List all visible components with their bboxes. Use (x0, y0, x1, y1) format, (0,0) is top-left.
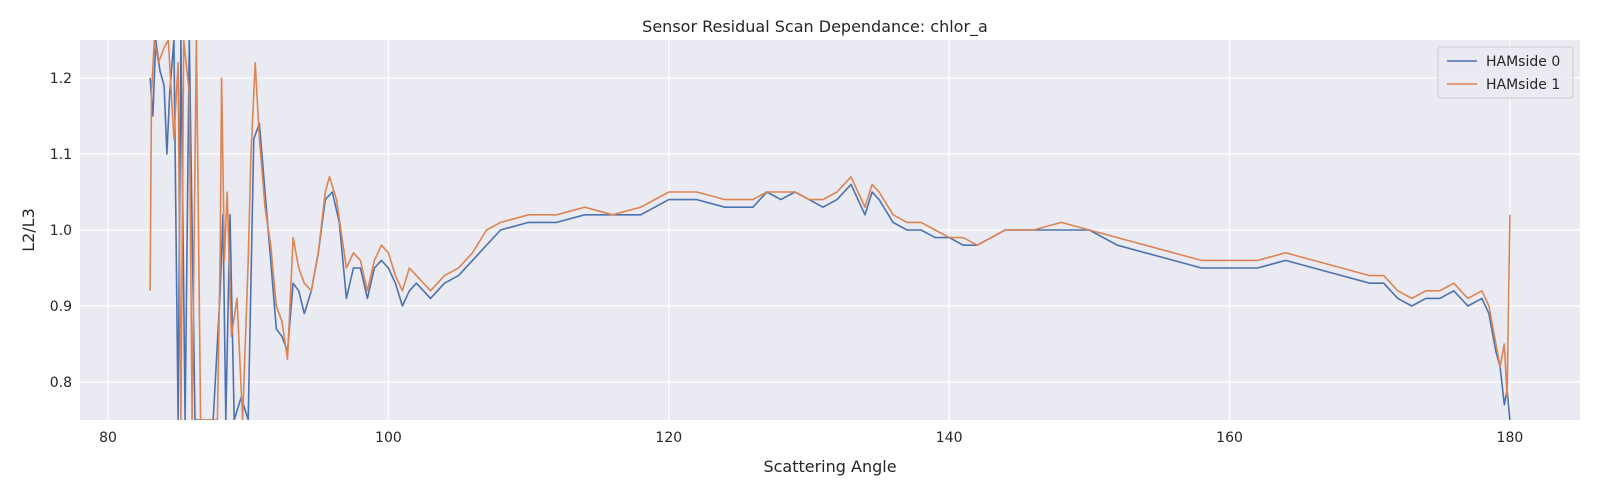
y-axis-ticks: 0.8 0.9 1.0 1.1 1.2 (50, 71, 72, 391)
x-tick-label: 100 (375, 430, 402, 446)
y-tick-label: 1.0 (50, 223, 72, 239)
legend: HAMside 0 HAMside 1 (1437, 46, 1574, 99)
grid-lines (80, 40, 1580, 420)
series-line-hamside-1 (149, 40, 1511, 420)
chart-title: Sensor Residual Scan Dependance: chlor_a (642, 17, 988, 37)
series-lines (149, 40, 1511, 420)
x-axis-ticks: 80 100 120 140 160 180 (99, 430, 1523, 446)
y-tick-label: 1.1 (50, 147, 72, 163)
legend-box (1437, 46, 1574, 99)
series-line-hamside-0 (149, 40, 1511, 420)
y-axis-title: L2/L3 (19, 208, 38, 252)
y-tick-label: 1.2 (50, 71, 72, 87)
y-tick-label: 0.8 (50, 375, 72, 391)
x-tick-label: 120 (655, 430, 682, 446)
x-tick-label: 140 (936, 430, 963, 446)
legend-label-hamside-1: HAMside 1 (1486, 77, 1560, 93)
legend-label-hamside-0: HAMside 0 (1486, 54, 1560, 70)
x-axis-title: Scattering Angle (763, 457, 896, 476)
y-tick-label: 0.9 (50, 299, 72, 315)
x-tick-label: 80 (99, 430, 117, 446)
x-tick-label: 180 (1497, 430, 1524, 446)
x-tick-label: 160 (1216, 430, 1243, 446)
